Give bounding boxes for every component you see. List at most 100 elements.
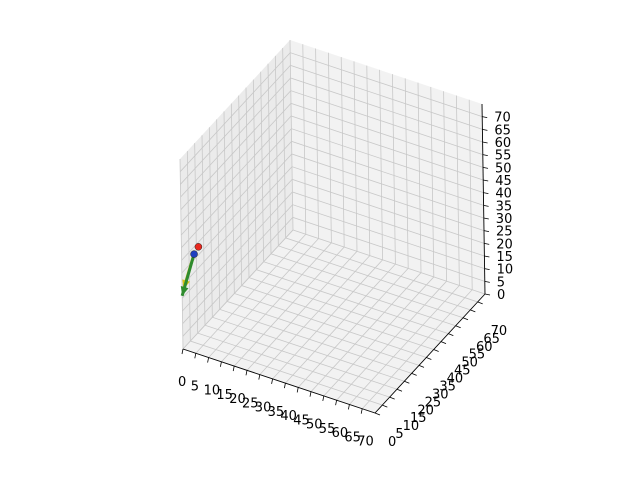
z-tick-label: 45 bbox=[495, 174, 512, 189]
z-tick-label: 20 bbox=[496, 237, 513, 252]
x-tick-mark bbox=[245, 370, 248, 376]
grid-line-z bbox=[181, 178, 485, 299]
z-tick-label: 30 bbox=[496, 212, 513, 227]
z-tick-mark bbox=[484, 293, 491, 296]
x-tick-label: 60 bbox=[332, 426, 349, 441]
grid-line-z bbox=[181, 153, 484, 274]
z-tick-label: 5 bbox=[497, 275, 505, 290]
z-tick-mark bbox=[482, 116, 488, 119]
grid-line-z bbox=[180, 90, 483, 210]
y-tick-mark bbox=[470, 309, 476, 313]
y-tick-mark bbox=[418, 365, 425, 368]
z-tick-label: 40 bbox=[495, 187, 512, 202]
grid-line-z bbox=[181, 140, 484, 261]
y-tick-mark bbox=[433, 349, 439, 352]
x-tick-mark bbox=[296, 387, 299, 393]
grid-line-z bbox=[180, 64, 483, 185]
y-tick-label: 25 bbox=[425, 395, 442, 410]
grid-line-z bbox=[180, 115, 484, 236]
y-tick-label: 5 bbox=[395, 427, 403, 442]
floor-pane bbox=[183, 230, 485, 413]
z-tick-label: 55 bbox=[495, 149, 512, 164]
axis-lines bbox=[181, 103, 491, 416]
grid-line-z bbox=[181, 128, 484, 248]
z-tick-mark bbox=[483, 217, 489, 220]
y-tick-label: 45 bbox=[454, 364, 471, 379]
z-tick-mark bbox=[482, 166, 489, 169]
z-tick-mark bbox=[483, 192, 489, 195]
x-tick-mark bbox=[322, 395, 325, 402]
x-tick-label: 15 bbox=[216, 388, 233, 403]
grid-line-z bbox=[180, 77, 483, 198]
x-tick-mark bbox=[348, 404, 350, 410]
quiver-arrow-head bbox=[180, 286, 189, 296]
x-tick-label: 35 bbox=[268, 405, 285, 420]
x-tick-label: 30 bbox=[255, 401, 272, 416]
z-tick-label: 50 bbox=[495, 161, 512, 176]
z-tick-label: 10 bbox=[497, 263, 514, 278]
x-tick-mark bbox=[181, 348, 184, 355]
x-tick-mark bbox=[360, 408, 363, 414]
y-tick-label: 30 bbox=[432, 387, 449, 402]
y-tick-mark bbox=[389, 396, 395, 400]
x-tick-mark bbox=[309, 391, 312, 397]
x-tick-label: 50 bbox=[306, 418, 323, 433]
z-tick-mark bbox=[483, 230, 490, 233]
y-axis-line bbox=[374, 293, 486, 414]
grid-line-z bbox=[182, 216, 485, 337]
x-tick-label: 25 bbox=[242, 396, 259, 411]
z-tick-mark bbox=[482, 128, 488, 131]
z-tick-label: 35 bbox=[496, 199, 513, 214]
y-tick-label: 55 bbox=[469, 348, 486, 363]
z-tick-mark bbox=[484, 280, 490, 283]
x-tick-mark bbox=[271, 378, 273, 384]
x-tick-mark bbox=[258, 374, 261, 380]
x-tick-label: 10 bbox=[204, 384, 221, 399]
y-tick-label: 60 bbox=[476, 340, 493, 355]
axis-panes bbox=[180, 40, 485, 413]
x-tick-label: 5 bbox=[191, 379, 199, 394]
y-tick-label: 35 bbox=[439, 379, 456, 394]
back-wall-pane bbox=[290, 40, 485, 294]
y-tick-label: 50 bbox=[461, 356, 478, 371]
x-tick-label: 55 bbox=[319, 422, 336, 437]
z-tick-mark bbox=[484, 242, 490, 245]
grid-line-z bbox=[182, 204, 485, 324]
x-axis-line bbox=[182, 348, 376, 414]
y-tick-mark bbox=[426, 357, 432, 360]
y-tick-mark bbox=[404, 380, 410, 384]
grid-line-z bbox=[180, 102, 484, 223]
z-tick-label: 60 bbox=[495, 136, 512, 151]
x-tick-mark bbox=[232, 365, 235, 372]
data-marks bbox=[180, 243, 203, 297]
y-tick-mark bbox=[477, 301, 483, 305]
x-tick-label: 70 bbox=[357, 435, 374, 450]
y-tick-mark bbox=[462, 317, 469, 321]
y-tick-mark bbox=[374, 412, 381, 416]
z-tick-label: 25 bbox=[496, 225, 513, 240]
z-tick-label: 15 bbox=[496, 250, 513, 265]
z-tick-mark bbox=[482, 154, 488, 157]
x-tick-label: 0 bbox=[178, 375, 186, 390]
scatter-point bbox=[194, 243, 203, 251]
y-tick-label: 0 bbox=[388, 435, 396, 450]
z-tick-mark bbox=[484, 255, 490, 258]
y-tick-label: 15 bbox=[410, 411, 427, 426]
y-tick-mark bbox=[448, 333, 454, 337]
y-tick-label: 10 bbox=[403, 419, 420, 434]
x-tick-label: 65 bbox=[344, 430, 361, 445]
z-tick-label: 0 bbox=[497, 288, 505, 303]
y-tick-label: 20 bbox=[417, 403, 434, 418]
x-tick-mark bbox=[194, 353, 197, 359]
x-tick-mark bbox=[335, 400, 337, 406]
z-axis-line bbox=[481, 103, 486, 295]
x-tick-mark bbox=[207, 357, 209, 363]
grid-line-z bbox=[179, 52, 483, 172]
z-tick-mark bbox=[482, 141, 488, 144]
y-tick-mark bbox=[382, 404, 388, 408]
x-tick-mark bbox=[220, 361, 222, 367]
x-tick-label: 40 bbox=[280, 409, 297, 424]
